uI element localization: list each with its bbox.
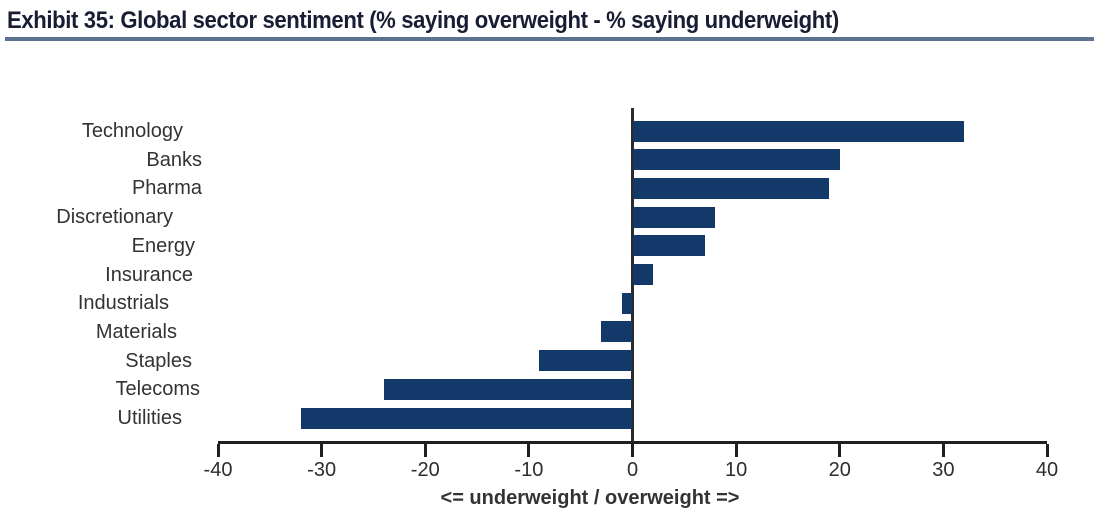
x-tick-label-0: 0 [626,459,639,481]
bar-insurance [632,264,654,285]
x-tick-30 [941,444,945,457]
x-tick-label--40: -40 [203,459,233,481]
bar-pharma [632,177,830,199]
category-label-industrials: Industrials [77,292,169,315]
x-axis: -40 -30 -20 -10 0 10 20 30 40 [204,444,1058,484]
x-tick-label--30: -30 [307,459,337,481]
bar-utilities [300,407,633,429]
category-label-utilities: Utilities [117,407,182,429]
category-label-staples: Staples [125,349,192,372]
category-label-materials: Materials [95,320,177,343]
bar-materials [601,321,633,343]
x-tick-label-10: 10 [725,459,748,481]
x-tick-label--10: -10 [514,459,544,481]
x-tick-20 [838,444,842,457]
bar-banks [632,149,840,171]
x-tick-label-40: 40 [1035,459,1059,481]
category-label-discretionary: Discretionary [56,206,173,229]
category-label-telecoms: Telecoms [115,378,200,401]
plot-area [218,108,1047,444]
bar-technology [632,120,965,142]
category-label-insurance: Insurance [105,263,193,286]
category-label-banks: Banks [146,148,202,171]
title-underline [5,37,1094,41]
bar-discretionary [632,206,716,228]
x-tick-10 [734,444,738,457]
x-tick--20 [423,444,427,457]
category-label-pharma: Pharma [131,177,202,200]
category-label-technology: Technology [81,120,183,142]
x-tick--10 [527,444,531,457]
bar-industrials [622,292,633,314]
x-tick--40 [216,444,220,457]
bar-telecoms [383,378,633,400]
x-tick-40 [1045,444,1049,457]
exhibit-title: Exhibit 35: Global sector sentiment (% s… [7,7,839,34]
x-tick--30 [320,444,324,457]
x-tick-label-30: 30 [932,459,955,481]
bar-energy [632,235,706,257]
x-axis-label: <= underweight / overweight => [440,487,740,509]
bar-staples [539,350,633,372]
category-label-energy: Energy [131,234,195,257]
x-tick-label-20: 20 [828,459,851,481]
category-axis: Technology Banks Pharma Discretionary Energy… [0,108,203,441]
x-tick-label--20: -20 [410,459,440,481]
x-tick-0 [631,444,634,457]
